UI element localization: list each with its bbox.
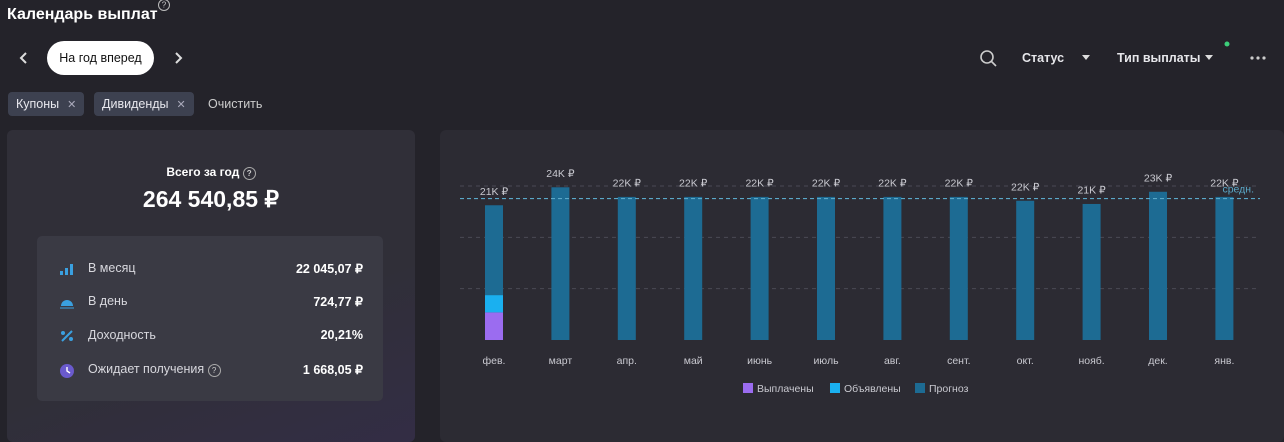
stat-label: Доходность (88, 328, 156, 342)
stat-icon (61, 330, 73, 342)
clear-button[interactable]: Очистить (208, 97, 263, 111)
filter-chip[interactable]: Купоны ✕ (8, 92, 85, 116)
stat-value: 20,21% (320, 328, 363, 342)
stat-label: В день (88, 294, 128, 308)
chart: 21K ₽ фев. 24K ₽ март 22K ₽ апр. 22K ₽ май 22K ₽… (460, 168, 1260, 395)
bar-segment (1149, 191, 1167, 340)
chip-label: Дивиденды (102, 97, 169, 111)
stat-value: 724,77 ₽ (313, 295, 363, 309)
stat-value: 22 045,07 ₽ (295, 262, 363, 276)
legend-marker (830, 383, 840, 393)
bar-total-label: 22K ₽ (679, 178, 708, 190)
chip-remove[interactable]: ✕ (176, 99, 186, 111)
total-value: 264 540,85 ₽ (142, 186, 280, 212)
bar-total-label: 22K ₽ (812, 178, 841, 190)
x-tick-label: дек. (1148, 355, 1167, 367)
x-tick-label: июль (813, 355, 839, 367)
dropdown-caret (1205, 55, 1213, 60)
legend-marker (915, 383, 925, 393)
chip-label: Купоны (16, 97, 60, 111)
bar-segment (883, 196, 902, 340)
legend-marker (743, 383, 753, 393)
bar-segment (551, 187, 570, 340)
bar-total-label: 22K ₽ (745, 178, 774, 190)
summary-card: Всего за год ? 264 540,85 ₽ В месяц 22 0… (7, 130, 415, 442)
bar-segment (485, 295, 503, 313)
bar-segment (684, 196, 703, 340)
x-tick-label: фев. (483, 355, 506, 367)
x-tick-label: март (549, 355, 573, 367)
stat-label: Ожидает получения ? (88, 362, 221, 377)
bar-total-label: 23K ₽ (1144, 173, 1173, 185)
bar-segment (817, 196, 835, 340)
help-icon[interactable]: ? (157, 0, 171, 12)
chart-card (440, 130, 1284, 442)
status-filter[interactable]: Статус (1022, 51, 1065, 65)
average-label: средн. (1222, 183, 1254, 195)
x-tick-label: авг. (884, 355, 901, 367)
bar-segment (485, 312, 503, 340)
stat-value: 1 668,05 ₽ (302, 363, 363, 377)
bar-segment (1082, 203, 1101, 340)
total-label-text: Всего за год (166, 165, 240, 179)
period-button[interactable]: На год вперед (47, 41, 154, 75)
active-dot (1224, 41, 1230, 47)
dropdown-caret (1082, 55, 1090, 60)
bar-total-label: 21K ₽ (1077, 185, 1106, 197)
bar-total-label: 22K ₽ (1210, 178, 1239, 190)
stat-icon (60, 264, 73, 275)
bar-total-label: 21K ₽ (480, 186, 509, 198)
bar-total-label: 24K ₽ (546, 168, 575, 180)
bar-segment (617, 196, 636, 340)
x-tick-label: янв. (1214, 355, 1234, 367)
bar-total-label: 22K ₽ (945, 178, 974, 190)
stats-box: В месяц 22 045,07 ₽ В день 724,77 ₽ Дохо… (37, 236, 383, 401)
bar-total-label: 22K ₽ (1011, 182, 1040, 194)
next-button[interactable] (170, 50, 186, 66)
bar-segment (1215, 196, 1234, 340)
legend-label: Выплачены (757, 383, 814, 395)
bar-segment (750, 196, 769, 340)
total-label: Всего за год ? (7, 165, 415, 180)
bar-segment (949, 196, 968, 340)
chip-remove[interactable]: ✕ (67, 99, 77, 111)
stat-icon (60, 300, 74, 309)
x-tick-label: сент. (947, 355, 970, 367)
bar-total-label: 22K ₽ (878, 178, 907, 190)
legend-label: Объявлены (844, 383, 901, 395)
x-tick-label: апр. (617, 355, 637, 367)
bar-segment (485, 205, 503, 296)
stat-label-text: Ожидает получения (88, 362, 205, 376)
legend-label: Прогноз (929, 383, 969, 395)
filter-chip[interactable]: Дивиденды ✕ (94, 92, 194, 116)
svg-text:?: ? (162, 1, 167, 10)
x-tick-label: нояб. (1078, 355, 1104, 367)
x-tick-label: май (684, 355, 703, 367)
bar-segment (1016, 200, 1035, 340)
prev-button[interactable] (16, 50, 32, 66)
payment-type-filter[interactable]: Тип выплаты (1117, 51, 1201, 65)
stat-label: В месяц (88, 261, 136, 275)
stat-icon (60, 364, 74, 378)
bar-total-label: 22K ₽ (613, 178, 642, 190)
x-tick-label: окт. (1017, 355, 1034, 367)
search-icon[interactable] (979, 49, 997, 67)
more-button[interactable] (1249, 54, 1269, 62)
x-tick-label: июнь (747, 355, 773, 367)
page-title: Календарь выплат (7, 6, 158, 23)
